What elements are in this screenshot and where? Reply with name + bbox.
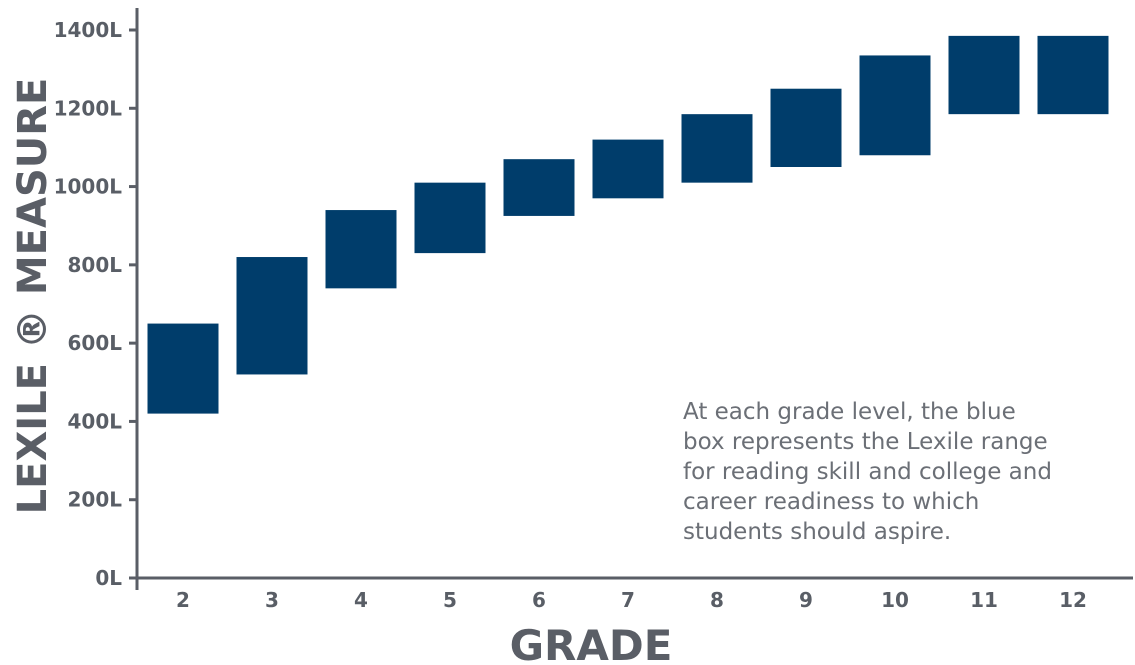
range-bar-grade-10 [859,55,931,156]
range-bar-grade-4 [325,210,397,289]
x-axis-ticks: 2 3 4 5 6 7 8 9 10 11 12 [176,588,1087,612]
range-bar-grade-3 [236,257,308,375]
y-tick-label: 1200L [54,96,123,120]
range-bar-grade-11 [948,35,1020,115]
y-tick-label: 1000L [54,175,123,199]
range-bar-grade-12 [1037,35,1109,115]
annotation-line: career readiness to which [683,489,979,515]
range-bar-grade-6 [503,159,575,216]
x-tick-label: 10 [881,588,909,612]
x-axis-title: GRADE [510,621,673,665]
annotation-line: box represents the Lexile range [683,429,1048,455]
x-tick-label: 7 [621,588,635,612]
range-bars [147,35,1109,414]
range-bar-grade-9 [770,88,842,167]
range-bar-grade-2 [147,323,219,414]
x-tick-label: 5 [443,588,457,612]
annotation-line: students should aspire. [683,519,951,545]
x-tick-label: 6 [532,588,546,612]
x-tick-label: 4 [354,588,368,612]
x-tick-label: 12 [1059,588,1087,612]
x-tick-label: 2 [176,588,190,612]
y-tick-label: 1400L [54,18,123,42]
y-tick-label: 600L [68,331,123,355]
y-tick-label: 0L [95,566,122,590]
x-tick-label: 3 [265,588,279,612]
range-bar-grade-8 [681,114,753,183]
x-tick-label: 11 [970,588,998,612]
y-tick-label: 400L [68,409,123,433]
annotation-line: for reading skill and college and [683,459,1052,485]
range-bar-grade-7 [592,139,664,199]
range-bar-grade-5 [414,182,486,254]
annotation-line: At each grade level, the blue [683,399,1016,425]
y-tick-label: 200L [68,488,123,512]
annotation-note: At each grade level, the blue box represe… [683,399,1052,545]
x-tick-label: 8 [710,588,724,612]
x-tick-label: 9 [799,588,813,612]
y-axis-title: LEXILE ® MEASURE [10,78,56,515]
y-tick-label: 800L [68,253,123,277]
y-axis-ticks: 0L 200L 400L 600L 800L 1000L 1200L 1400L [54,18,137,590]
